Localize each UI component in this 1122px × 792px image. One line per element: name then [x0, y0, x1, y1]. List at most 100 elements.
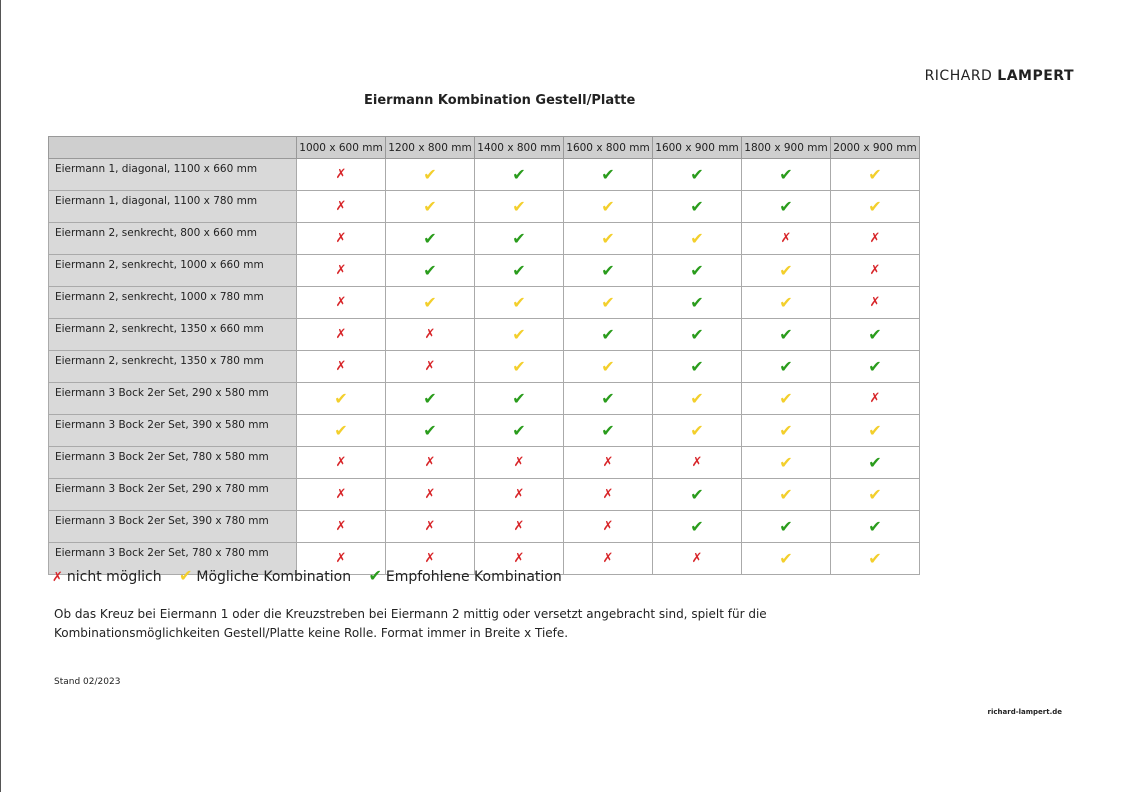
cross-icon: ✗ — [602, 519, 614, 534]
cross-icon: ✗ — [335, 167, 347, 182]
check-green-icon: ✔ — [868, 453, 882, 472]
cross-icon: ✗ — [335, 327, 347, 342]
check-green-icon: ✔ — [423, 229, 437, 248]
check-green-icon: ✔ — [423, 421, 437, 440]
cross-icon: ✗ — [602, 551, 614, 566]
check-yellow-icon: ✔ — [779, 453, 793, 472]
table-cell: ✔ — [830, 190, 920, 223]
table-cell: ✗ — [296, 510, 386, 543]
check-green-icon: ✔ — [601, 165, 615, 184]
table-cell: ✔ — [385, 222, 475, 255]
row-label: Eiermann 1, diagonal, 1100 x 780 mm — [48, 190, 297, 223]
table-cell: ✗ — [563, 446, 653, 479]
check-yellow-icon: ✔ — [512, 293, 526, 312]
check-green-icon: ✔ — [690, 261, 704, 280]
logo-first: RICHARD — [924, 68, 993, 84]
row-label: Eiermann 3 Bock 2er Set, 290 x 580 mm — [48, 382, 297, 415]
table-cell: ✔ — [652, 510, 742, 543]
table-cell: ✔ — [741, 350, 831, 383]
table-cell: ✗ — [830, 286, 920, 319]
check-yellow-icon: ✔ — [779, 389, 793, 408]
cross-icon: ✗ — [335, 455, 347, 470]
table-cell: ✗ — [296, 478, 386, 511]
table-row: Eiermann 2, senkrecht, 1000 x 660 mm ✗ ✔ ✔ ✔… — [48, 254, 920, 287]
table-cell: ✔ — [563, 414, 653, 447]
table-row: Eiermann 1, diagonal, 1100 x 780 mm ✗ ✔ ✔ ✔ ✔… — [48, 190, 920, 223]
cross-icon: ✗ — [335, 263, 347, 278]
check-green-icon: ✔ — [368, 566, 382, 585]
table-cell: ✗ — [563, 478, 653, 511]
cross-icon: ✗ — [424, 551, 436, 566]
column-header: 1200 x 800 mm — [385, 136, 475, 159]
legend-not-possible: nicht möglich — [66, 569, 162, 585]
table-cell: ✔ — [741, 446, 831, 479]
check-green-icon: ✔ — [868, 325, 882, 344]
table-cell: ✔ — [385, 158, 475, 191]
check-yellow-icon: ✔ — [423, 165, 437, 184]
table-cell: ✔ — [741, 190, 831, 223]
cross-icon: ✗ — [869, 263, 881, 278]
check-yellow-icon: ✔ — [423, 293, 437, 312]
table-cell: ✗ — [296, 286, 386, 319]
website-link[interactable]: richard-lampert.de — [987, 708, 1062, 716]
table-row: Eiermann 2, senkrecht, 1350 x 780 mm ✗ ✗ ✔ ✔… — [48, 350, 920, 383]
header-row: 1000 x 600 mm 1200 x 800 mm 1400 x 800 mm 1… — [48, 136, 920, 159]
cross-icon: ✗ — [424, 519, 436, 534]
check-yellow-icon: ✔ — [334, 421, 348, 440]
table-cell: ✔ — [741, 414, 831, 447]
check-green-icon: ✔ — [779, 325, 793, 344]
check-green-icon: ✔ — [423, 389, 437, 408]
check-green-icon: ✔ — [690, 517, 704, 536]
cross-icon: ✗ — [424, 487, 436, 502]
check-yellow-icon: ✔ — [779, 261, 793, 280]
table-cell: ✗ — [296, 350, 386, 383]
table-row: Eiermann 3 Bock 2er Set, 780 x 780 mm ✗ ✗ ✗… — [48, 542, 920, 575]
table-cell: ✔ — [385, 254, 475, 287]
legend-possible: Mögliche Kombination — [196, 569, 352, 585]
cross-icon: ✗ — [691, 551, 703, 566]
row-label: Eiermann 2, senkrecht, 1350 x 660 mm — [48, 318, 297, 351]
table-cell: ✔ — [296, 382, 386, 415]
table-cell: ✔ — [830, 446, 920, 479]
cross-icon: ✗ — [602, 455, 614, 470]
table-cell: ✗ — [652, 446, 742, 479]
table-cell: ✔ — [741, 478, 831, 511]
check-green-icon: ✔ — [601, 325, 615, 344]
cross-icon: ✗ — [869, 295, 881, 310]
check-green-icon: ✔ — [601, 389, 615, 408]
check-green-icon: ✔ — [423, 261, 437, 280]
table-cell: ✗ — [385, 478, 475, 511]
table-cell: ✔ — [296, 414, 386, 447]
check-yellow-icon: ✔ — [512, 325, 526, 344]
table-cell: ✔ — [652, 478, 742, 511]
table-cell: ✔ — [474, 158, 564, 191]
check-yellow-icon: ✔ — [779, 293, 793, 312]
table-cell: ✔ — [385, 190, 475, 223]
check-green-icon: ✔ — [868, 517, 882, 536]
table-cell: ✔ — [474, 190, 564, 223]
table-cell: ✔ — [830, 414, 920, 447]
table-row: Eiermann 3 Bock 2er Set, 390 x 780 mm ✗ ✗ ✗… — [48, 510, 920, 543]
legend-recommended: Empfohlene Kombination — [385, 569, 562, 585]
table-cell: ✔ — [474, 350, 564, 383]
note-line: Kombinationsmöglichkeiten Gestell/Platte… — [54, 626, 569, 640]
table-cell: ✗ — [296, 254, 386, 287]
column-header: 1400 x 800 mm — [474, 136, 564, 159]
table-row: Eiermann 2, senkrecht, 800 x 660 mm ✗ ✔ ✔ ✔ ✔… — [48, 222, 920, 255]
check-yellow-icon: ✔ — [601, 293, 615, 312]
table-row: Eiermann 3 Bock 2er Set, 390 x 580 mm ✔ ✔ ✔… — [48, 414, 920, 447]
table-cell: ✔ — [652, 286, 742, 319]
table-cell: ✔ — [652, 382, 742, 415]
cross-icon: ✗ — [513, 551, 525, 566]
page-title: Eiermann Kombination Gestell/Platte — [364, 93, 636, 108]
cross-icon: ✗ — [869, 231, 881, 246]
check-green-icon: ✔ — [868, 357, 882, 376]
cross-icon: ✗ — [335, 199, 347, 214]
table-cell: ✔ — [652, 254, 742, 287]
table-cell: ✔ — [741, 286, 831, 319]
row-label: Eiermann 2, senkrecht, 1000 x 660 mm — [48, 254, 297, 287]
row-label: Eiermann 2, senkrecht, 800 x 660 mm — [48, 222, 297, 255]
table-cell: ✗ — [830, 222, 920, 255]
table-cell: ✔ — [830, 158, 920, 191]
check-green-icon: ✔ — [690, 293, 704, 312]
